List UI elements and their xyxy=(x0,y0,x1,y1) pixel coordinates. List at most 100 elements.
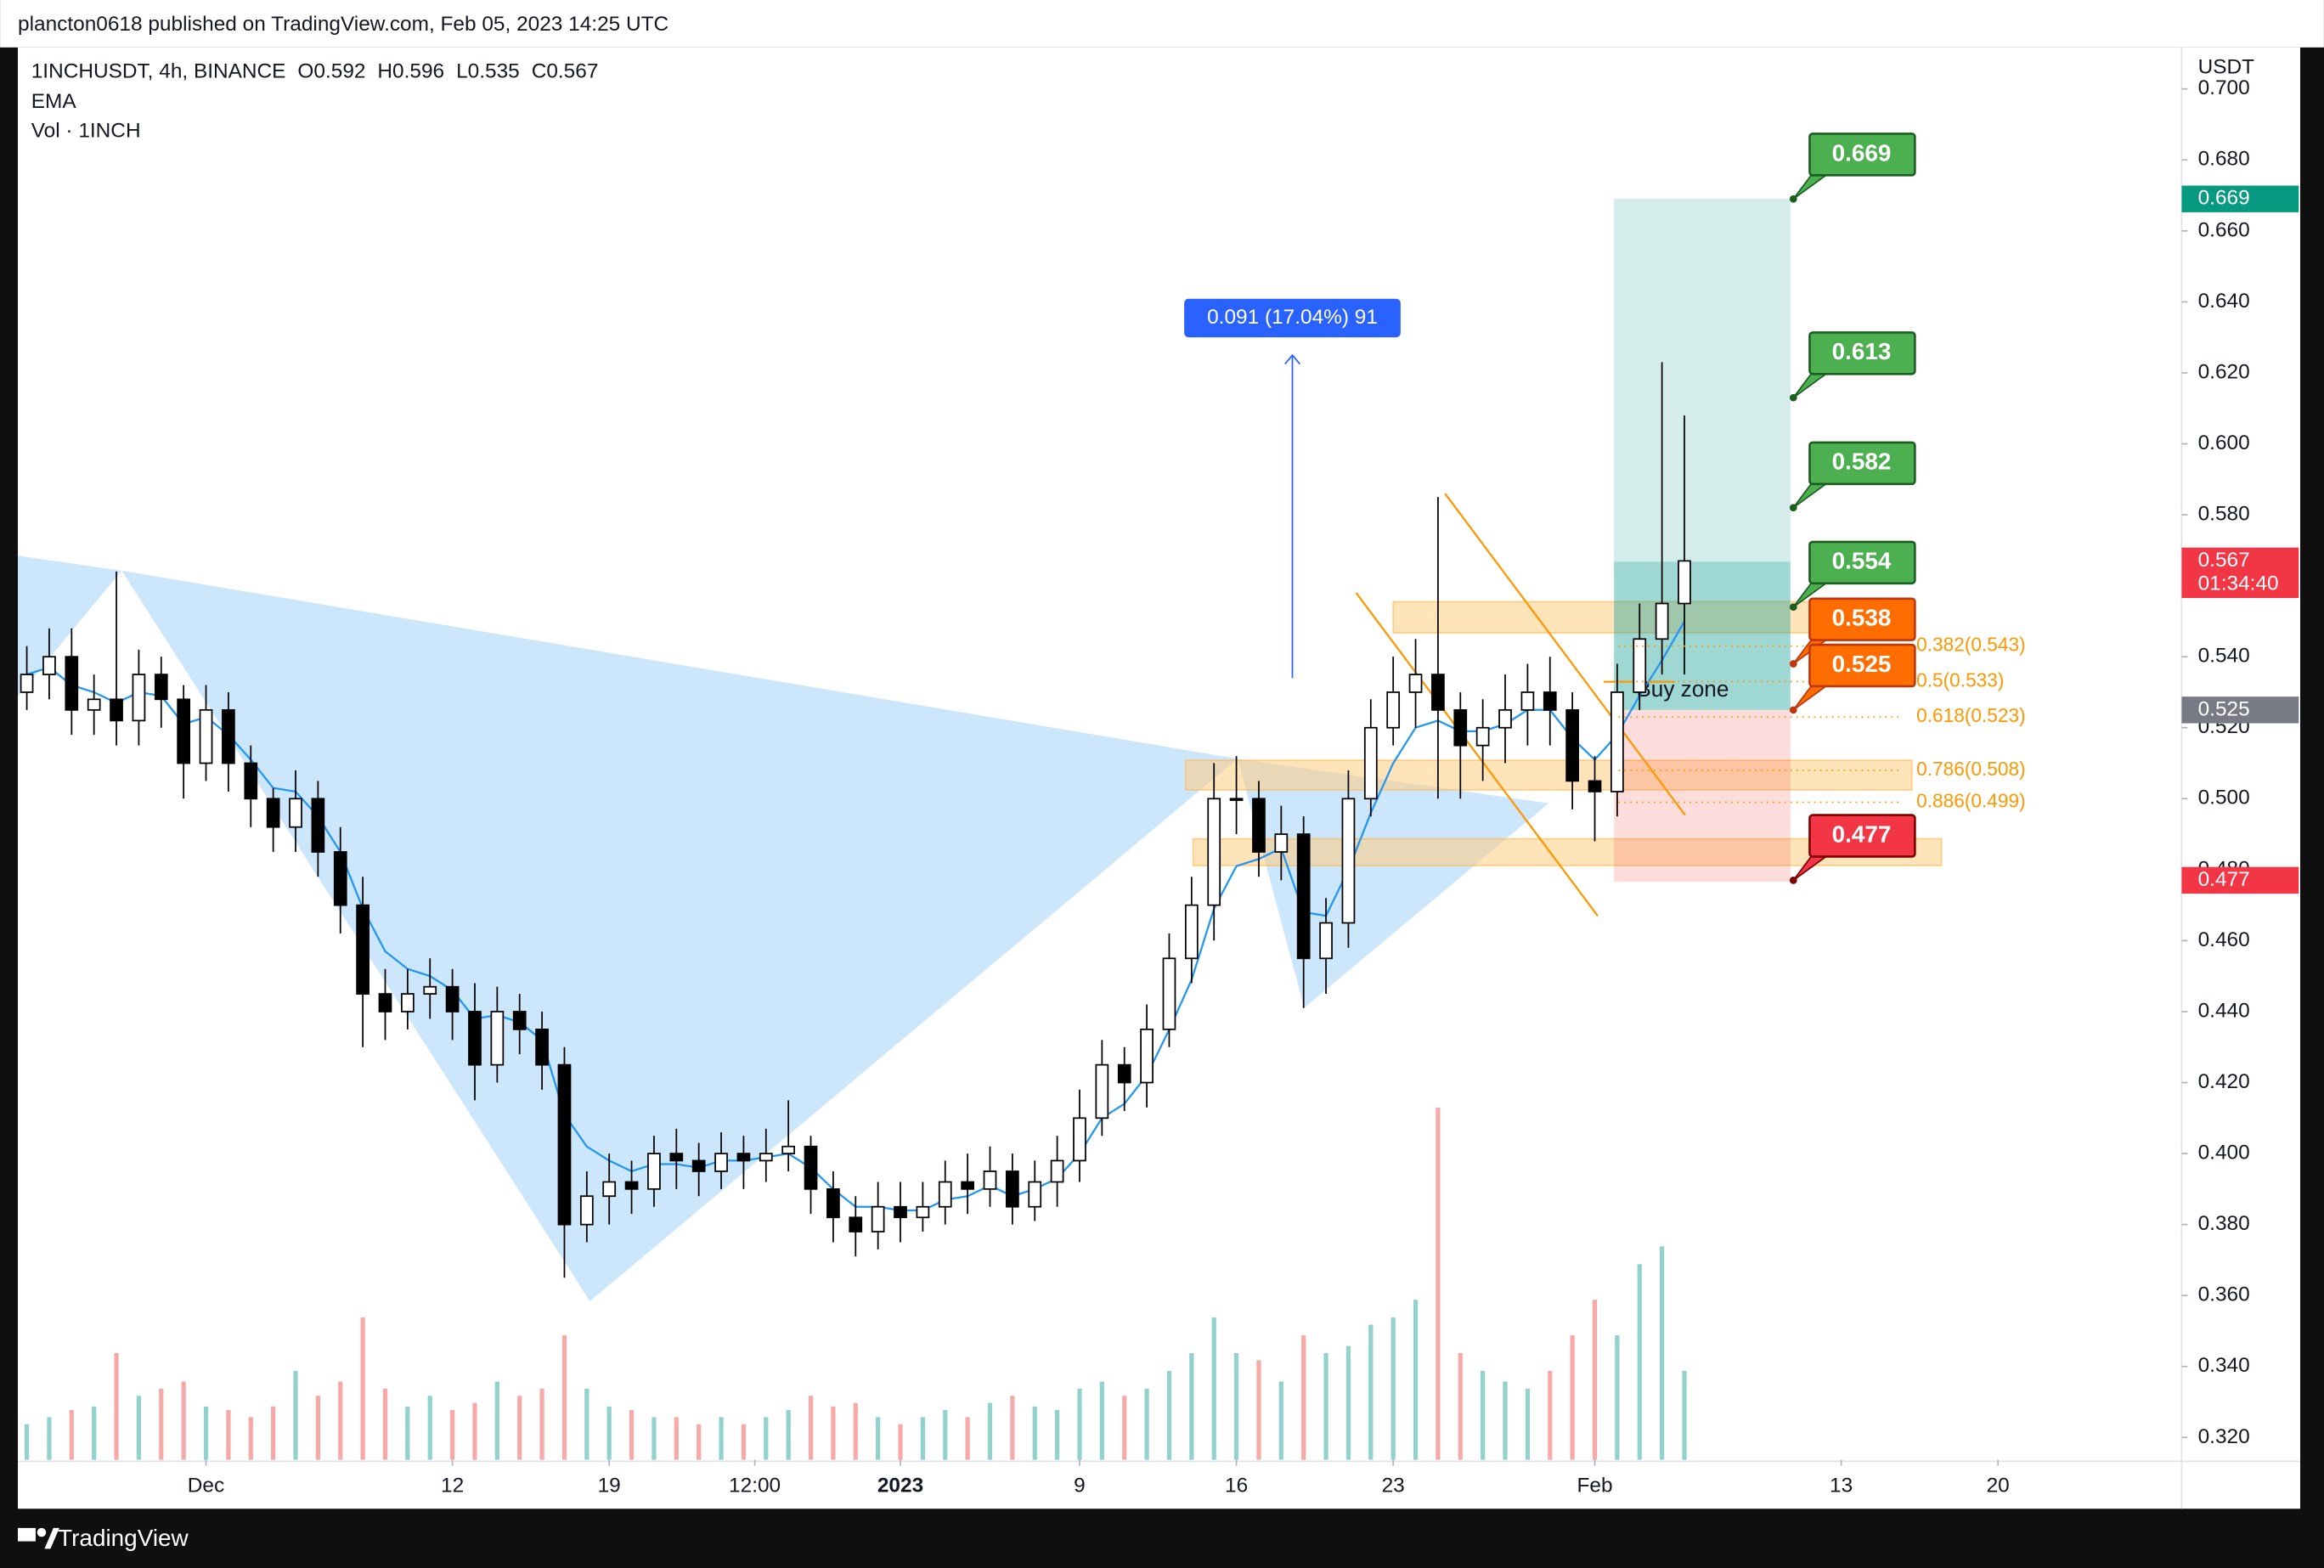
fib-label: 0.5(0.533) xyxy=(1916,668,2004,691)
fib-label: 0.618(0.523) xyxy=(1916,704,2026,726)
candle-body xyxy=(1184,904,1199,960)
volume-bar xyxy=(1077,1388,1082,1460)
volume-bar xyxy=(987,1402,993,1460)
callout-box xyxy=(1808,331,1916,375)
callout-dot xyxy=(1789,393,1797,402)
candle-body xyxy=(1207,798,1221,906)
volume-bar xyxy=(517,1396,522,1460)
logo-mark xyxy=(44,1527,59,1549)
candle-body xyxy=(557,1063,572,1226)
candle-body xyxy=(1050,1159,1064,1183)
callout-dot xyxy=(1789,603,1797,612)
volume-bar xyxy=(831,1406,836,1460)
y-tick-label: 0.440 xyxy=(2198,999,2250,1022)
candle-body xyxy=(1095,1063,1109,1120)
candle-body xyxy=(1610,691,1624,792)
volume-bar xyxy=(1189,1353,1194,1460)
price-label: 0.477 xyxy=(2198,868,2250,891)
volume-bar xyxy=(114,1353,119,1460)
symbol: 1INCHUSDT, 4h, BINANCE xyxy=(31,60,286,83)
candle-body xyxy=(378,993,392,1012)
candle-body xyxy=(938,1181,952,1208)
candle-body xyxy=(154,674,168,701)
ohlc-open: O0.592 xyxy=(297,60,365,83)
candle-body xyxy=(916,1205,930,1219)
y-tick-label: 0.360 xyxy=(2198,1283,2250,1306)
callout-box xyxy=(1808,597,1916,641)
candle-body xyxy=(177,698,191,764)
zone xyxy=(1185,759,1913,791)
volume-bar xyxy=(561,1335,567,1460)
candle-body xyxy=(222,708,235,764)
volume-bar xyxy=(741,1424,747,1460)
volume-bar xyxy=(449,1410,455,1460)
measure-arrowhead xyxy=(1284,353,1300,365)
volume-bar xyxy=(47,1417,52,1460)
candle-body xyxy=(691,1159,706,1172)
callout-label: 0.525 xyxy=(1832,651,1892,677)
y-tick-label: 0.400 xyxy=(2198,1142,2250,1165)
candle-body xyxy=(1633,638,1647,693)
candle-body xyxy=(1588,780,1602,792)
volume-bar xyxy=(1233,1353,1239,1460)
volume-bar xyxy=(920,1417,926,1460)
volume-bar xyxy=(1211,1317,1216,1460)
candle-body xyxy=(1408,674,1423,693)
candle-body xyxy=(1229,798,1244,801)
callout-label: 0.669 xyxy=(1832,139,1892,166)
volume-bar xyxy=(1525,1388,1531,1460)
callout-label: 0.582 xyxy=(1832,448,1892,475)
candle-body xyxy=(579,1195,594,1226)
candle-body xyxy=(1543,691,1557,711)
volume-bar xyxy=(1345,1345,1351,1460)
volume-bar xyxy=(876,1417,881,1460)
candle-body xyxy=(87,698,101,711)
measure-label: 0.091 (17.04%) 91 xyxy=(1207,306,1378,329)
callout-label: 0.477 xyxy=(1832,821,1892,847)
volume-bar xyxy=(1503,1381,1508,1460)
logo-mark xyxy=(18,1527,36,1542)
candle-body xyxy=(871,1205,885,1232)
x-tick-label: 16 xyxy=(1225,1474,1248,1497)
x-tick-label: 12:00 xyxy=(729,1474,781,1497)
candle-body xyxy=(199,708,213,764)
volume-bar xyxy=(338,1381,343,1460)
candle-body xyxy=(535,1028,549,1066)
candle-body xyxy=(1386,691,1401,729)
candle-body xyxy=(647,1153,661,1190)
volume-bar xyxy=(674,1417,679,1460)
volume-bar xyxy=(1458,1353,1463,1460)
price-label-box xyxy=(2181,547,2299,598)
volume-bar xyxy=(1548,1370,1553,1460)
candle-body xyxy=(849,1216,863,1232)
volume-bar xyxy=(539,1388,544,1460)
volume-bar xyxy=(293,1370,298,1460)
y-tick-label: 0.660 xyxy=(2198,218,2250,241)
volume-bar xyxy=(1144,1388,1149,1460)
candle-body xyxy=(759,1153,773,1162)
volume-bar xyxy=(248,1417,253,1460)
plot: 0.382(0.543) 0.5(0.533) 0.618(0.523) 0.786(… xyxy=(20,133,2026,1460)
volume-bar xyxy=(1032,1406,1037,1460)
buy-zone-label: Buy zone xyxy=(1636,676,1729,702)
candle-body xyxy=(1453,708,1468,747)
volume-bar xyxy=(1592,1300,1598,1460)
x-tick-label: 2023 xyxy=(877,1474,923,1497)
callout-dot xyxy=(1789,877,1797,884)
footer-logo: TradingView xyxy=(18,1525,189,1551)
callout-dot xyxy=(1789,706,1797,714)
price-label-box xyxy=(2181,697,2299,724)
volume-bar xyxy=(203,1406,209,1460)
candle-body xyxy=(826,1187,840,1219)
volume-bar xyxy=(181,1381,186,1460)
volume-bar xyxy=(697,1424,702,1460)
y-tick-label: 0.600 xyxy=(2198,431,2250,454)
volume-bar xyxy=(1637,1264,1642,1460)
header-text: plancton0618 published on TradingView.co… xyxy=(18,13,668,36)
candle-body xyxy=(894,1205,907,1219)
pattern-shape xyxy=(1237,759,1549,1008)
y-tick-label: 0.700 xyxy=(2198,76,2250,99)
y-tick-label: 0.540 xyxy=(2198,645,2250,668)
candle-body xyxy=(1498,708,1512,729)
logo-mark xyxy=(37,1527,47,1537)
